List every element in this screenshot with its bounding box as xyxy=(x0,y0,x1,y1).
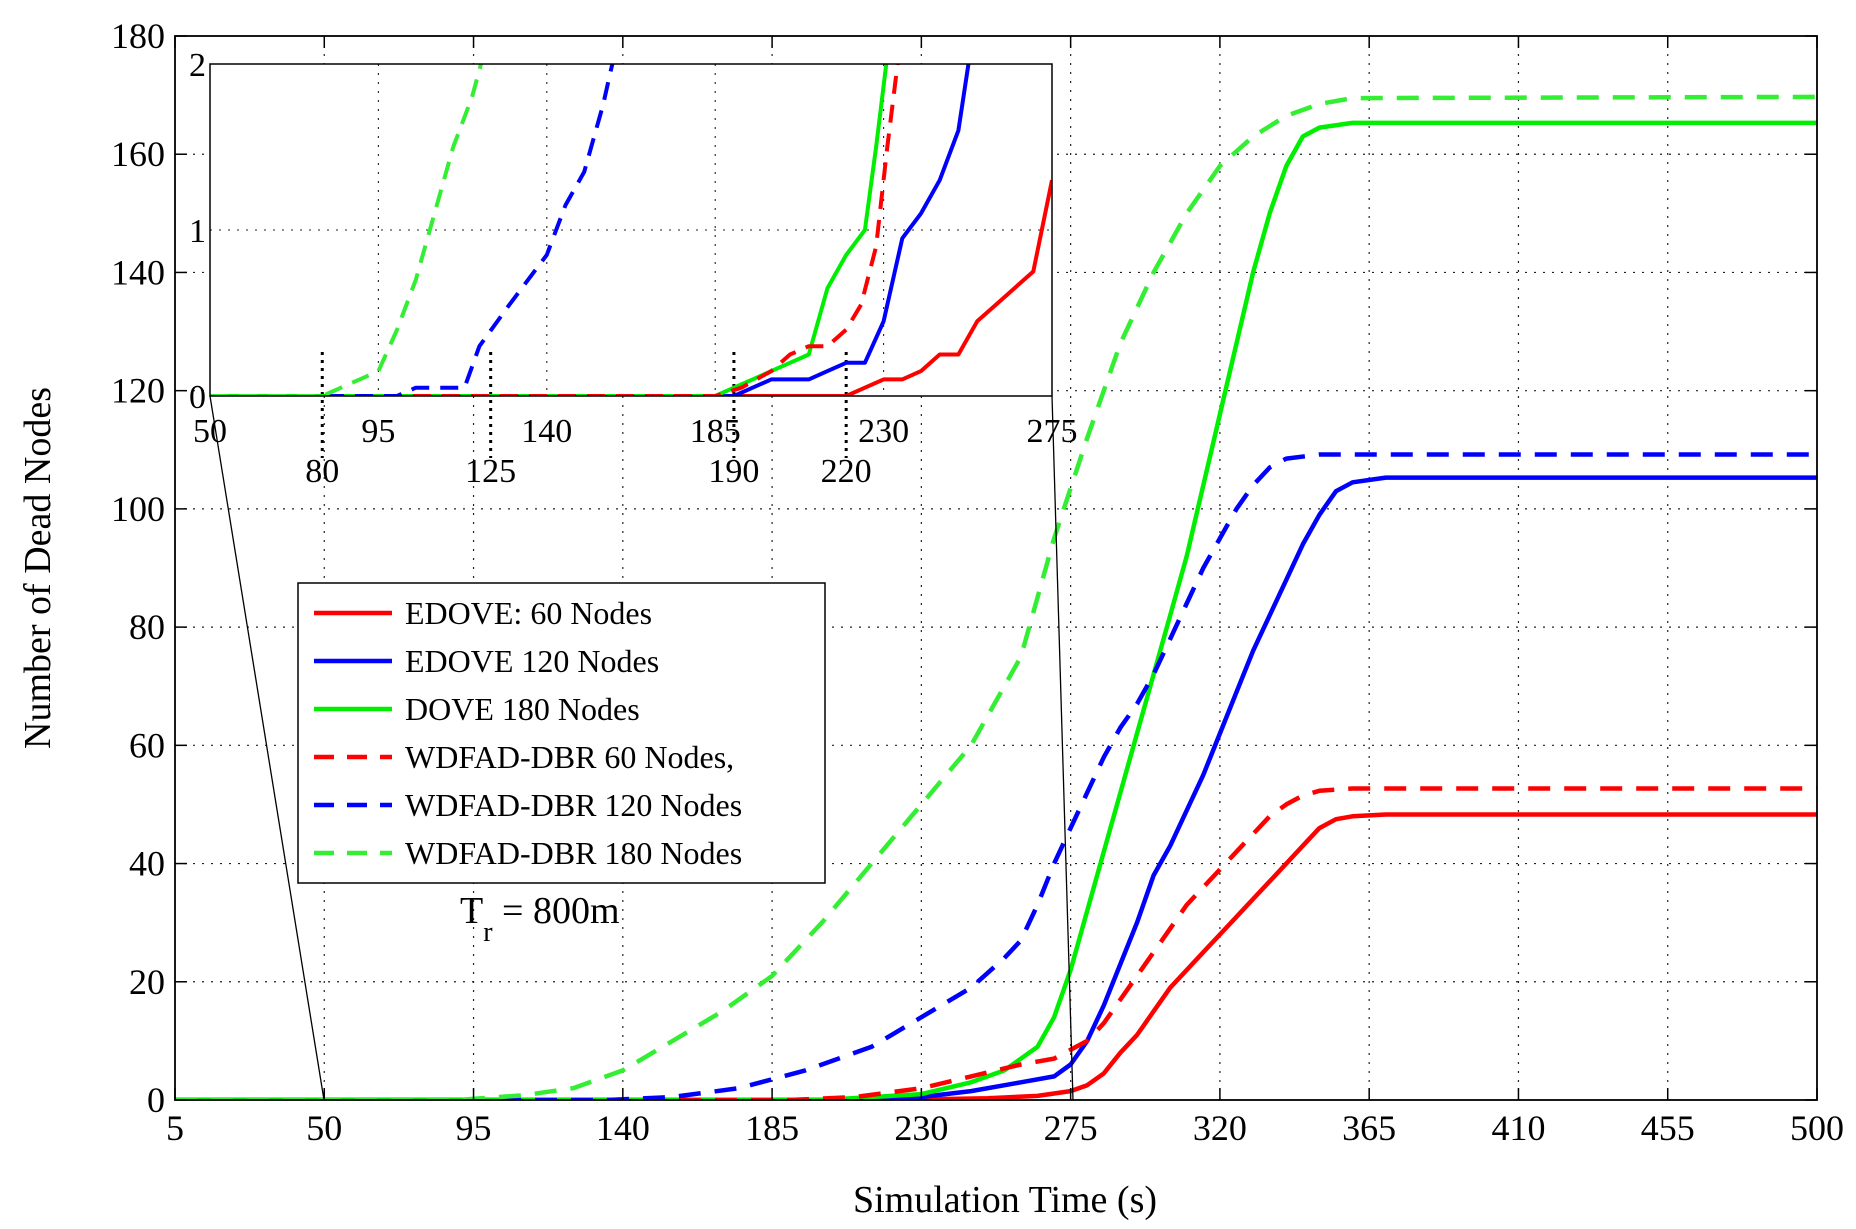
main-series xyxy=(175,94,1817,1100)
legend-entries: EDOVE: 60 Nodes EDOVE 120 Nodes DOVE 180 N… xyxy=(314,595,742,871)
x-tick-label: 320 xyxy=(1193,1108,1247,1148)
annotation-main: T xyxy=(460,890,483,932)
inset-series-line-3 xyxy=(210,64,900,396)
series-line-4 xyxy=(175,452,1817,1100)
y-tick-label: 180 xyxy=(111,16,165,56)
inset-series-line-5 xyxy=(210,64,484,396)
series-line-5 xyxy=(175,94,1817,1100)
series-line-0 xyxy=(175,812,1817,1100)
inset-x-tick-label: 275 xyxy=(1027,413,1078,450)
inset-series xyxy=(210,64,1052,396)
series-line-3 xyxy=(175,786,1817,1100)
x-tick-label: 455 xyxy=(1641,1108,1695,1148)
inset-marker-label: 80 xyxy=(305,453,339,490)
legend-label: WDFAD-DBR 60 Nodes, xyxy=(405,739,734,775)
inset-x-tick-label: 230 xyxy=(858,413,909,450)
inset-series-line-1 xyxy=(210,64,971,396)
zoom-connector-right xyxy=(1051,395,1074,1101)
annotation: Tr = 800m xyxy=(460,890,620,948)
legend-label: WDFAD-DBR 180 Nodes xyxy=(405,835,742,871)
legend-label: EDOVE 120 Nodes xyxy=(405,643,659,679)
inset-markers xyxy=(320,352,848,458)
x-tick-label: 140 xyxy=(596,1108,650,1148)
inset-series-line-0 xyxy=(210,179,1052,396)
inset-y-tick-label: 0 xyxy=(189,379,206,416)
x-tick-label: 185 xyxy=(745,1108,799,1148)
inset-plot-area xyxy=(210,64,1052,396)
y-tick-label: 160 xyxy=(111,134,165,174)
y-tick-label: 140 xyxy=(111,252,165,292)
legend: EDOVE: 60 Nodes EDOVE 120 Nodes DOVE 180 N… xyxy=(297,582,826,884)
y-tick-label: 20 xyxy=(129,962,165,1002)
inset-frame xyxy=(209,63,1053,397)
y-tick-label: 100 xyxy=(111,489,165,529)
x-tick-label: 95 xyxy=(456,1108,492,1148)
main-ticks xyxy=(174,35,1818,1101)
inset-marker-label: 190 xyxy=(708,453,759,490)
zoom-connector-left xyxy=(209,395,325,1101)
inset-marker-label: 220 xyxy=(821,453,872,490)
inset-x-tick-label: 185 xyxy=(690,413,741,450)
inset-x-tick-label: 50 xyxy=(193,413,227,450)
legend-label: DOVE 180 Nodes xyxy=(405,691,640,727)
inset-grid xyxy=(210,64,1052,396)
x-tick-label: 230 xyxy=(894,1108,948,1148)
series-line-1 xyxy=(175,475,1817,1100)
legend-label: WDFAD-DBR 120 Nodes xyxy=(405,787,742,823)
inset-ticklabels: 50 95 140 185 230 275 0 1 2 80 125 190 220 xyxy=(189,47,1078,490)
y-axis-label: Number of Dead Nodes xyxy=(17,387,59,749)
x-tick-label: 275 xyxy=(1044,1108,1098,1148)
y-tick-label: 80 xyxy=(129,607,165,647)
annotation-rest: = 800m xyxy=(493,890,620,932)
x-tick-label: 50 xyxy=(306,1108,342,1148)
x-tick-label: 5 xyxy=(166,1108,184,1148)
x-tick-label: 365 xyxy=(1342,1108,1396,1148)
legend-label: EDOVE: 60 Nodes xyxy=(405,595,652,631)
x-axis-label: Simulation Time (s) xyxy=(853,1179,1157,1221)
inset-x-tick-label: 95 xyxy=(361,413,395,450)
x-tick-label: 500 xyxy=(1790,1108,1844,1148)
x-tick-label: 410 xyxy=(1491,1108,1545,1148)
inset-series-line-4 xyxy=(210,64,615,396)
annotation-subscript: r xyxy=(483,917,493,948)
y-tick-label: 120 xyxy=(111,371,165,411)
y-tick-label: 60 xyxy=(129,725,165,765)
legend-box xyxy=(297,582,826,884)
main-ticklabels: 5 50 95 140 185 230 275 320 365 410 455 50002040608… xyxy=(111,16,1844,1148)
inset-x-tick-label: 140 xyxy=(521,413,572,450)
y-tick-label: 40 xyxy=(129,844,165,884)
y-tick-label: 0 xyxy=(147,1080,165,1120)
inset-y-tick-label: 1 xyxy=(189,213,206,250)
plot-frame xyxy=(174,35,1818,1101)
inset-y-tick-label: 2 xyxy=(189,47,206,84)
inset-marker-label: 125 xyxy=(465,453,516,490)
